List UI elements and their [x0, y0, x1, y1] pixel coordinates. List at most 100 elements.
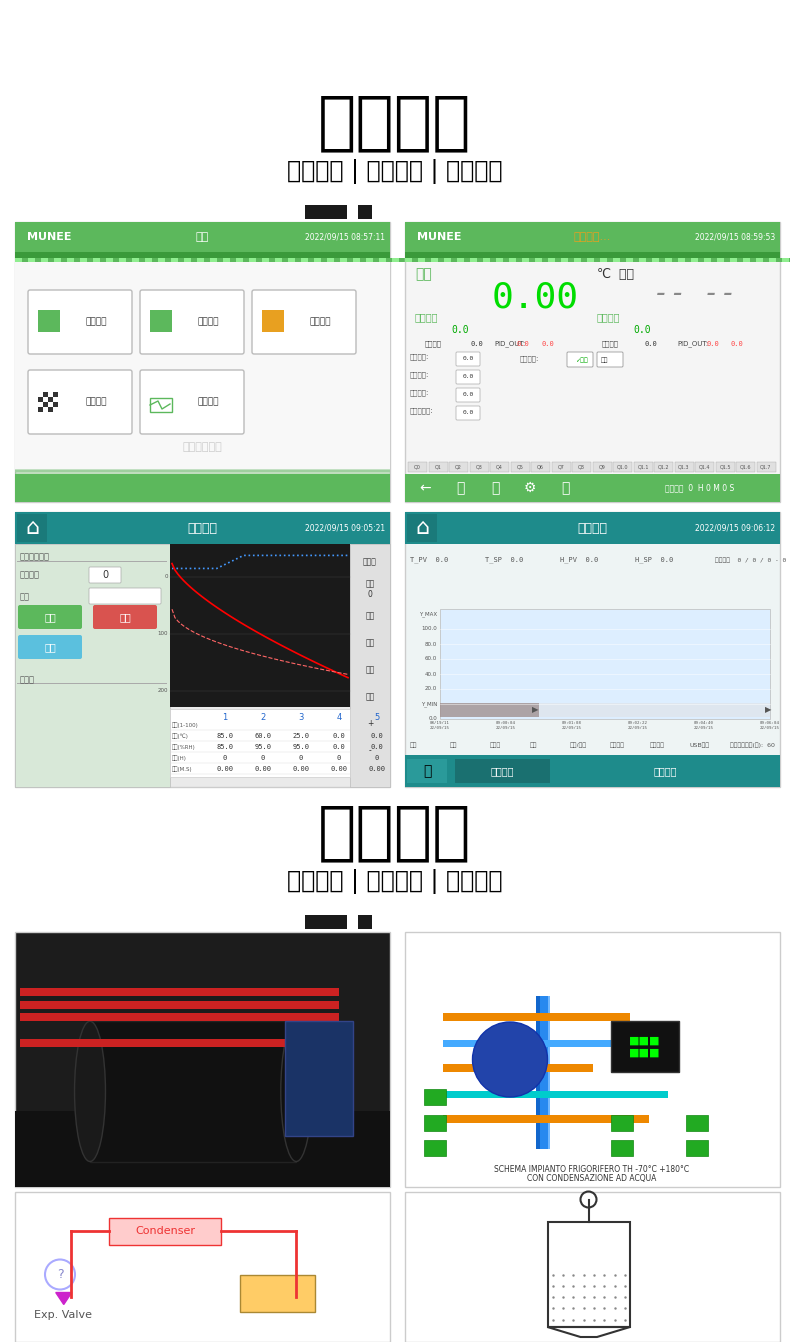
Text: 09:00:04
22/09/15: 09:00:04 22/09/15 — [496, 721, 516, 730]
FancyBboxPatch shape — [140, 290, 244, 354]
Text: 数据操作: 数据操作 — [650, 742, 665, 747]
Bar — [281, 258, 288, 262]
Text: 0.00: 0.00 — [330, 766, 348, 772]
Circle shape — [472, 1023, 547, 1096]
Text: 0.0: 0.0 — [462, 392, 474, 397]
Text: 数据数: 数据数 — [490, 742, 501, 747]
Bar — [593, 258, 600, 262]
Text: Q1.3: Q1.3 — [679, 464, 690, 470]
Bar — [17, 514, 47, 542]
Bar — [424, 258, 431, 262]
Text: 程式组号: 程式组号 — [20, 570, 40, 580]
Ellipse shape — [74, 1021, 106, 1161]
Bar — [61, 258, 67, 262]
Text: 系统设计: 系统设计 — [318, 801, 472, 863]
Text: 严苛工艺 | 使用便捷 | 性能卓越: 严苛工艺 | 使用便捷 | 性能卓越 — [288, 160, 502, 184]
Bar — [654, 462, 673, 472]
Text: 数据采样值率(秒):  60: 数据采样值率(秒): 60 — [730, 742, 775, 747]
Bar — [158, 258, 164, 262]
Bar — [15, 262, 390, 472]
Bar — [15, 472, 390, 474]
Bar — [109, 1217, 221, 1244]
Bar — [442, 1091, 668, 1098]
Text: 0.0: 0.0 — [333, 733, 345, 739]
Text: 测量湿度: 测量湿度 — [601, 341, 619, 348]
Bar — [442, 1013, 630, 1021]
Bar — [305, 205, 347, 219]
Text: 定值待机...: 定值待机... — [574, 232, 611, 242]
Text: ⌂: ⌂ — [415, 518, 429, 538]
Text: ⚙: ⚙ — [524, 480, 536, 495]
Bar — [269, 258, 275, 262]
Bar — [43, 397, 48, 403]
Text: ▶: ▶ — [765, 706, 771, 714]
Bar — [285, 1021, 352, 1135]
Text: ⌂: ⌂ — [25, 518, 39, 538]
Bar — [398, 258, 405, 262]
Text: 0.00: 0.00 — [292, 766, 310, 772]
Bar — [53, 407, 58, 412]
Text: 0: 0 — [261, 756, 265, 761]
Bar — [138, 258, 145, 262]
Bar — [333, 258, 340, 262]
Bar — [695, 462, 714, 472]
Text: 0.0: 0.0 — [634, 325, 651, 336]
Bar — [704, 258, 710, 262]
Text: 100: 100 — [157, 631, 168, 636]
Text: 设操作: 设操作 — [363, 557, 377, 566]
Text: 目录: 目录 — [195, 232, 209, 242]
Bar — [449, 462, 468, 472]
Bar — [20, 988, 339, 996]
Bar — [15, 1110, 390, 1188]
FancyBboxPatch shape — [18, 605, 82, 629]
Text: 趋势曲线: 趋势曲线 — [577, 522, 607, 534]
Bar — [440, 609, 770, 719]
Bar — [295, 258, 301, 262]
Bar — [548, 258, 555, 262]
Bar — [407, 514, 437, 542]
FancyBboxPatch shape — [28, 290, 132, 354]
Bar — [675, 462, 694, 472]
Text: 0.0: 0.0 — [731, 341, 743, 348]
Text: 2022/09/15 09:05:21: 2022/09/15 09:05:21 — [305, 523, 385, 533]
Text: 0: 0 — [337, 756, 341, 761]
Bar — [710, 258, 717, 262]
Bar — [687, 1115, 709, 1131]
Text: ▶: ▶ — [532, 706, 539, 714]
Text: 📁: 📁 — [423, 764, 431, 778]
Text: 让测试更美好: 让测试更美好 — [182, 442, 222, 452]
Text: 定时时间:: 定时时间: — [410, 389, 430, 396]
Bar — [15, 474, 390, 502]
Bar — [15, 471, 390, 472]
Bar — [359, 258, 366, 262]
Bar — [730, 258, 736, 262]
Bar — [15, 1192, 390, 1342]
Bar — [440, 703, 539, 717]
Text: 段号
0: 段号 0 — [365, 580, 374, 599]
Bar — [184, 258, 190, 262]
Bar — [736, 462, 755, 472]
Bar — [178, 258, 184, 262]
Bar — [15, 931, 390, 1188]
Text: 程式编辑: 程式编辑 — [187, 522, 217, 534]
Text: 查阅: 查阅 — [44, 641, 56, 652]
Text: Q1.5: Q1.5 — [719, 464, 731, 470]
Text: Q3: Q3 — [476, 464, 483, 470]
Bar — [431, 258, 438, 262]
Bar — [327, 258, 333, 262]
Text: 0.0: 0.0 — [462, 411, 474, 416]
Text: 湿度斜率:: 湿度斜率: — [410, 372, 430, 378]
Text: 85.0: 85.0 — [216, 733, 234, 739]
FancyBboxPatch shape — [89, 588, 161, 604]
Text: Q1.7: Q1.7 — [760, 464, 772, 470]
Bar — [405, 513, 780, 786]
Text: 0.00: 0.00 — [491, 280, 578, 314]
Bar — [572, 462, 591, 472]
Text: 0.0: 0.0 — [371, 733, 383, 739]
Bar — [301, 258, 307, 262]
Text: 0.0: 0.0 — [462, 357, 474, 361]
Bar — [86, 258, 93, 262]
Bar — [762, 258, 769, 262]
Text: ←: ← — [419, 480, 431, 495]
FancyBboxPatch shape — [456, 352, 480, 366]
